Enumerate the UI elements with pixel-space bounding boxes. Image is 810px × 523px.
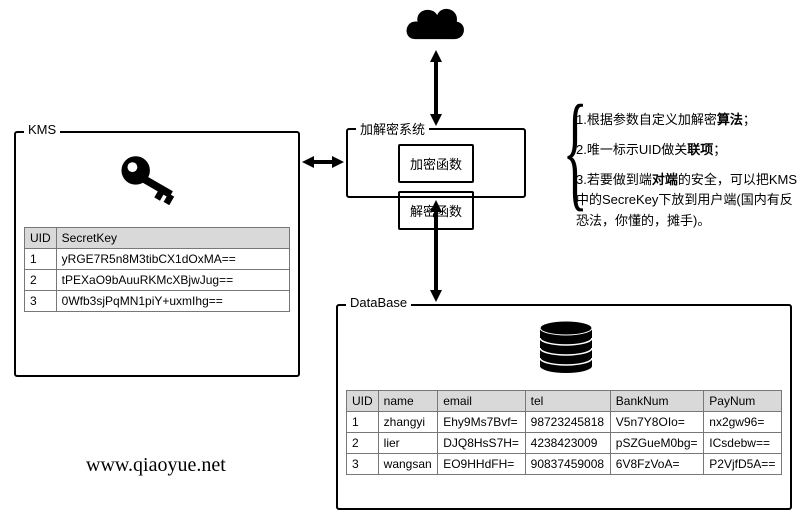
key-icon	[116, 149, 186, 205]
db-col-paynum: PayNum	[704, 391, 782, 412]
encrypt-box: 加密函数	[398, 144, 474, 183]
crypto-panel: 加解密系统 加密函数 解密函数	[346, 128, 526, 198]
note-2: 2.唯一标示UID做关联项；	[576, 140, 800, 160]
db-col-email: email	[438, 391, 525, 412]
arrow-kms-crypto	[302, 153, 344, 171]
kms-table: UID SecretKey 1 yRGE7R5n8M3tibCX1dOxMA==…	[24, 227, 290, 312]
table-row: 2 tPEXaO9bAuuRKMcXBjwJug==	[25, 270, 290, 291]
table-row: 2 lier DJQ8HsS7H= 4238423009 pSZGueM0bg=…	[347, 433, 782, 454]
note-3: 3.若要做到端对端的安全，可以把KMS中的SecreKey下放到用户端(国内有反…	[576, 170, 800, 230]
table-row: 1 yRGE7R5n8M3tibCX1dOxMA==	[25, 249, 290, 270]
arrow-crypto-db	[427, 200, 445, 302]
table-row: 1 zhangyi Ehy9Ms7Bvf= 98723245818 V5n7Y8…	[347, 412, 782, 433]
crypto-label: 加解密系统	[356, 119, 429, 138]
table-row: 3 wangsan EO9HHdFH= 90837459008 6V8FzVoA…	[347, 454, 782, 475]
table-row: 3 0Wfb3sjPqMN1piY+uxmIhg==	[25, 291, 290, 312]
database-icon	[534, 320, 598, 374]
db-col-uid: UID	[347, 391, 379, 412]
cloud-icon	[400, 2, 470, 50]
db-col-banknum: BankNum	[610, 391, 704, 412]
kms-panel: KMS UID SecretKey 1 yRGE7R5n8M3tibCX1dOx…	[14, 131, 300, 377]
db-table: UID name email tel BankNum PayNum 1 zhan…	[346, 390, 782, 475]
kms-col-secretkey: SecretKey	[56, 228, 289, 249]
note-1: 1.根据参数自定义加解密算法；	[576, 110, 800, 130]
notes: 1.根据参数自定义加解密算法； 2.唯一标示UID做关联项； 3.若要做到端对端…	[576, 110, 800, 231]
arrow-cloud-crypto	[427, 50, 445, 126]
kms-label: KMS	[24, 122, 60, 137]
db-col-name: name	[378, 391, 438, 412]
db-label: DataBase	[346, 295, 411, 310]
watermark: www.qiaoyue.net	[86, 454, 226, 477]
kms-col-uid: UID	[25, 228, 57, 249]
db-col-tel: tel	[525, 391, 610, 412]
db-panel: DataBase UID name email tel BankNum PayN…	[336, 304, 792, 510]
